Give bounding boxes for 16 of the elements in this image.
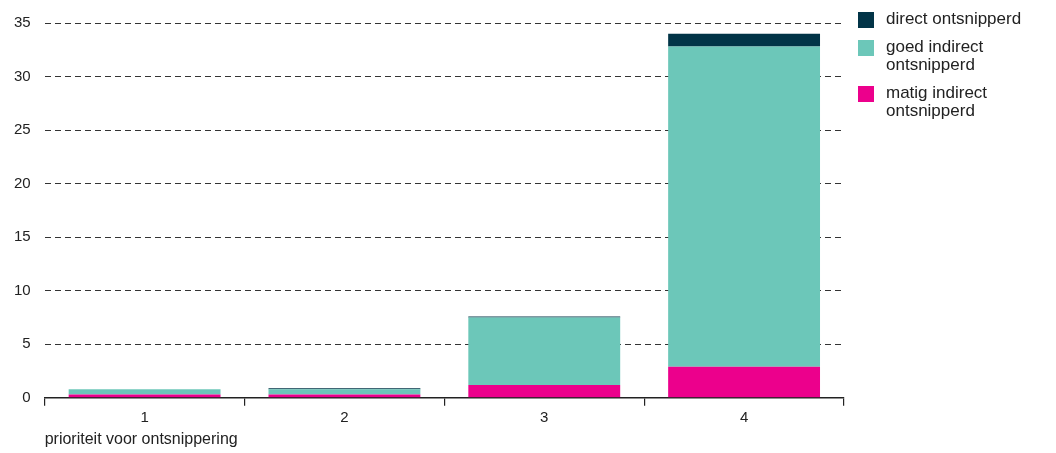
y-tick-label: 5 [22,334,31,352]
y-tick-label: 30 [14,66,31,84]
x-tick-label: 3 [540,407,549,425]
x-axis-title: prioriteit voor ontsnippering [44,429,238,447]
y-tick-label: 35 [14,13,31,31]
y-tick-label: 10 [14,280,31,298]
legend-label: direct ontsnipperd [886,9,1022,28]
y-tick-label: 25 [14,120,31,138]
x-tick-label: 2 [340,407,349,425]
legend-label: matig indirect ontsnipperd [886,83,989,120]
y-tick-label: 0 [22,387,31,405]
x-tick-label: 1 [140,407,149,425]
legend-label: goed indirect ontsnipperd [886,37,985,74]
y-tick-label: 20 [14,173,31,191]
x-tick-label: 4 [739,407,749,425]
y-tick-label: 15 [14,227,31,245]
